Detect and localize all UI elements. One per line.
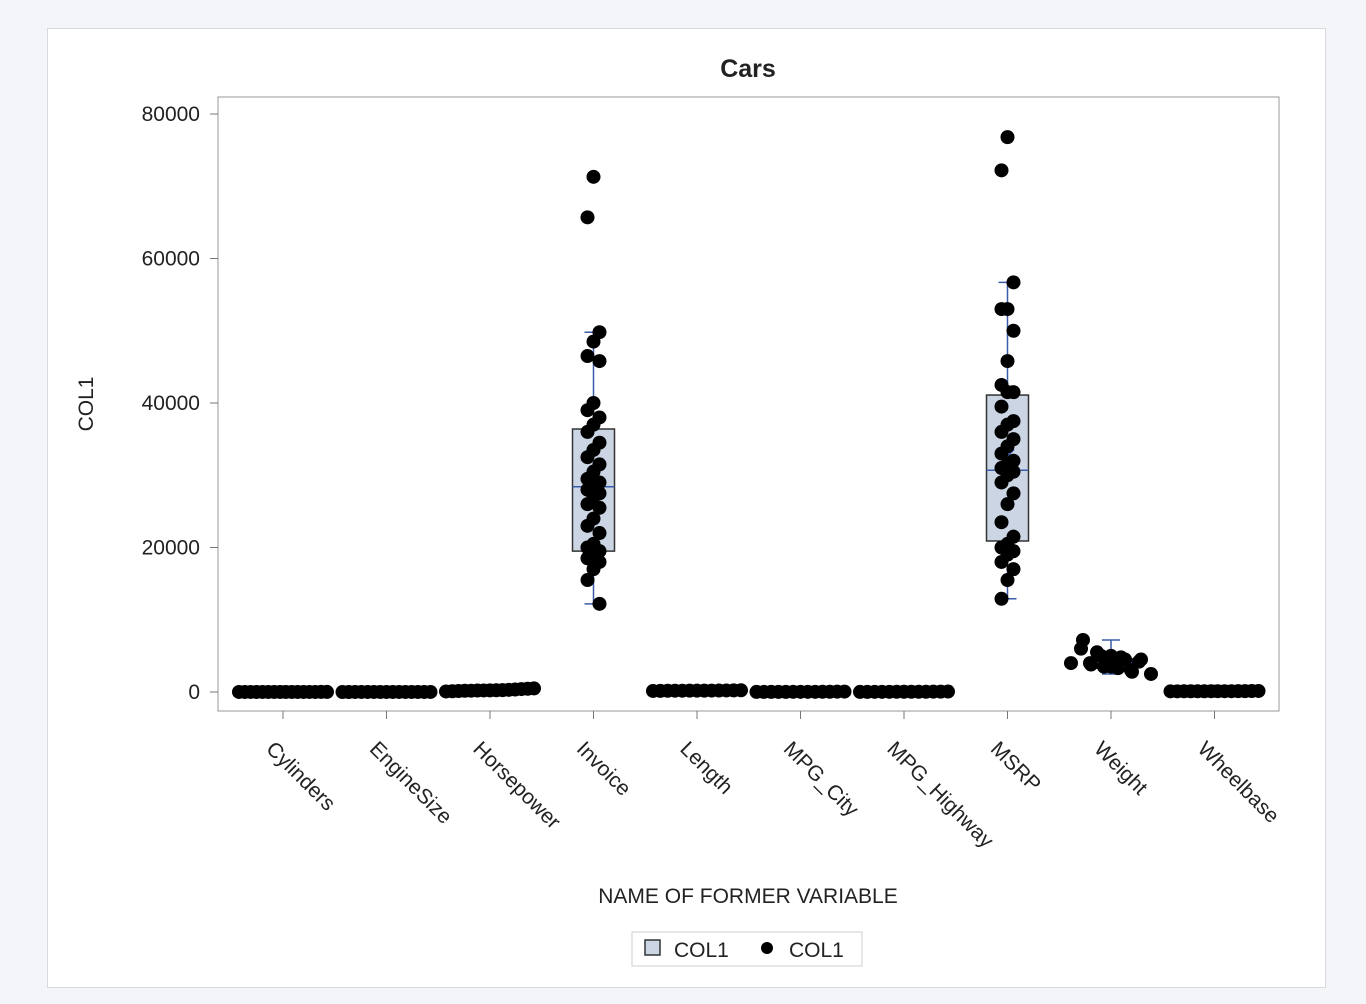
data-point <box>994 424 1009 439</box>
data-point <box>1084 657 1098 672</box>
data-point <box>994 591 1009 606</box>
points-MPG_City <box>749 684 852 699</box>
data-point <box>592 354 607 369</box>
points-MSRP <box>994 130 1021 606</box>
data-point <box>994 399 1009 414</box>
x-tick-label: MSRP <box>986 737 1045 796</box>
points-Length <box>646 683 748 698</box>
data-point <box>1064 656 1078 671</box>
plot-area <box>217 96 1280 712</box>
data-point <box>1000 130 1015 145</box>
data-point <box>994 302 1009 317</box>
points-Horsepower <box>439 681 541 699</box>
chart-title: Cars <box>720 55 776 83</box>
x-tick-label: EngineSize <box>365 737 456 828</box>
x-tick-label: MPG_City <box>779 737 863 821</box>
y-axis-label: COL1 <box>75 377 98 432</box>
points-MPG_Highway <box>853 684 955 699</box>
x-tick-label: MPG_Highway <box>882 737 998 853</box>
points-Weight <box>1064 632 1158 681</box>
data-point <box>580 349 595 364</box>
data-point <box>580 403 595 418</box>
legend-dot-swatch <box>761 942 773 954</box>
data-point <box>580 518 595 533</box>
y-axis: 0 20000 40000 60000 80000 <box>142 103 218 704</box>
data-point <box>837 684 852 699</box>
x-tick-label: Invoice <box>572 737 635 800</box>
plot-marks <box>232 130 1266 700</box>
x-axis-label: NAME OF FORMER VARIABLE <box>598 885 898 908</box>
data-point <box>580 573 595 588</box>
data-point <box>527 681 541 696</box>
data-point <box>994 554 1009 569</box>
y-tick-label: 0 <box>188 681 200 704</box>
data-point <box>1074 641 1088 656</box>
points-EngineSize <box>335 684 438 699</box>
y-tick-label: 40000 <box>142 392 200 415</box>
points-Cylinders <box>232 684 334 699</box>
data-point <box>1094 648 1108 663</box>
data-point <box>592 500 607 515</box>
data-point <box>580 424 595 439</box>
data-point <box>1006 275 1021 290</box>
data-point <box>423 684 438 699</box>
data-point <box>994 515 1009 530</box>
legend-frame <box>631 931 863 967</box>
data-point <box>994 475 1009 490</box>
x-tick-label: Weight <box>1089 737 1151 799</box>
data-point <box>580 210 595 225</box>
data-point <box>320 684 334 699</box>
legend-box-swatch <box>644 939 661 956</box>
x-axis: Cylinders EngineSize Horsepower Invoice Leng… <box>261 711 1284 853</box>
data-point <box>580 497 595 512</box>
data-point <box>586 562 601 577</box>
data-point <box>592 596 607 611</box>
points-Invoice <box>580 169 607 611</box>
data-point <box>1000 385 1015 400</box>
y-tick-label: 80000 <box>142 103 200 126</box>
data-point <box>586 334 601 349</box>
x-tick-label: Length <box>675 737 737 799</box>
data-point <box>1111 661 1125 676</box>
data-point <box>994 446 1009 461</box>
legend-label-box: COL1 <box>674 939 729 962</box>
legend-label-dot: COL1 <box>789 939 844 962</box>
legend: COL1 COL1 <box>631 931 863 967</box>
x-tick-label: Horsepower <box>468 737 564 833</box>
data-point <box>1000 354 1015 369</box>
data-point <box>586 169 601 184</box>
data-point <box>1000 497 1015 512</box>
data-point <box>734 683 748 698</box>
data-point <box>1006 323 1021 338</box>
data-point <box>1251 683 1266 698</box>
data-point <box>1000 573 1015 588</box>
x-tick-label: Wheelbase <box>1193 737 1284 828</box>
points-Wheelbase <box>1163 683 1266 699</box>
data-point <box>580 450 595 465</box>
chart-panel <box>47 28 1326 988</box>
data-point <box>580 551 595 566</box>
data-point <box>1006 486 1021 501</box>
data-point <box>592 526 607 541</box>
x-tick-label: Cylinders <box>261 737 339 815</box>
data-point <box>1006 562 1021 577</box>
y-tick-label: 60000 <box>142 248 200 271</box>
data-point <box>1144 666 1158 681</box>
data-point <box>941 684 955 699</box>
data-point <box>1125 664 1139 679</box>
data-point <box>994 163 1009 178</box>
y-tick-label: 20000 <box>142 537 200 560</box>
